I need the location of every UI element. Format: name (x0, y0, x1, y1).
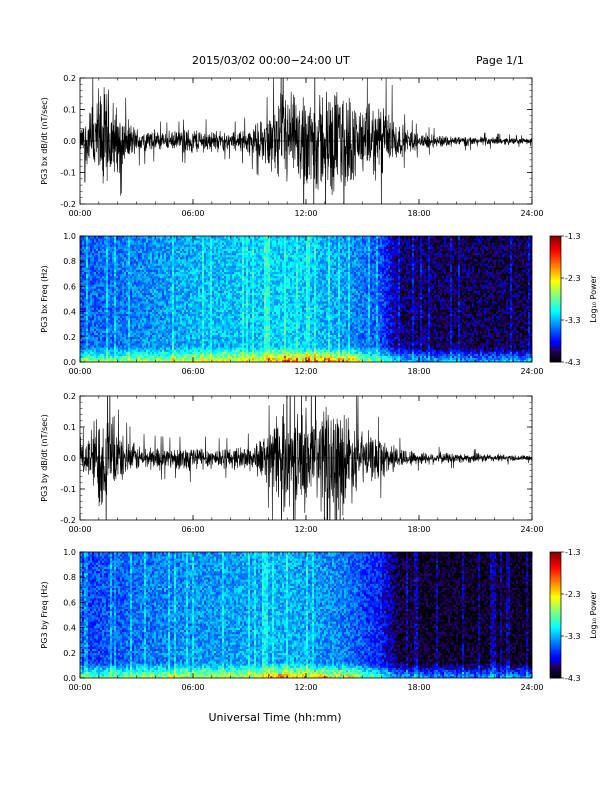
y-tick-label: 0.6 (63, 598, 76, 607)
x-tick-label: 00:00 (68, 683, 91, 692)
colorbar-label: Log₁₀ Power (589, 591, 598, 639)
x-tick-label: 12:00 (294, 367, 317, 376)
spectrogram-cells (80, 552, 532, 678)
y-tick-label: 1.0 (63, 232, 76, 241)
x-tick-label: 18:00 (407, 209, 430, 218)
panel-2 (79, 235, 533, 363)
x-tick-label: 00:00 (68, 209, 91, 218)
y-axis-label: PG3 bx dB/dt (nT/sec) (40, 97, 49, 184)
panel-1 (79, 77, 533, 205)
x-tick-label: 06:00 (181, 525, 204, 534)
y-tick-label: 0.6 (63, 282, 76, 291)
y-tick-label: 0.1 (63, 423, 76, 432)
y-axis-label: PG3 by Freq (Hz) (40, 581, 49, 648)
y-axis-label: PG3 by dB/dt (nT/sec) (40, 414, 49, 501)
y-tick-label: 0.2 (63, 649, 76, 658)
colorbar-tick-label: -3.3 (565, 316, 581, 325)
x-tick-label: 24:00 (520, 209, 543, 218)
series-line (80, 396, 532, 520)
y-tick-label: -0.2 (60, 200, 76, 209)
x-tick-label: 12:00 (294, 525, 317, 534)
x-tick-label: 06:00 (181, 683, 204, 692)
y-tick-label: -0.1 (60, 169, 76, 178)
x-tick-label: 24:00 (520, 683, 543, 692)
y-tick-label: 0.0 (63, 358, 76, 367)
x-tick-label: 12:00 (294, 209, 317, 218)
y-tick-label: 0.8 (63, 573, 76, 582)
y-tick-label: 0.1 (63, 106, 76, 115)
y-tick-label: 0.2 (63, 74, 76, 83)
spectrogram-cells (80, 236, 532, 362)
colorbar-4 (549, 551, 564, 679)
colorbar-tick-label: -4.3 (565, 358, 581, 367)
panel-4 (79, 551, 533, 679)
y-tick-label: 0.2 (63, 392, 76, 401)
y-tick-label: 0.4 (63, 624, 76, 633)
x-tick-label: 18:00 (407, 683, 430, 692)
x-axis-label: Universal Time (hh:mm) (209, 711, 342, 724)
colorbar-tick-label: -4.3 (565, 674, 581, 683)
y-axis-label: PG3 bx Freq (Hz) (40, 265, 49, 332)
y-tick-label: 0.0 (63, 137, 76, 146)
series-line (80, 78, 532, 204)
colorbar-tick-label: -1.3 (565, 548, 581, 557)
colorbar-tick-label: -2.3 (565, 590, 581, 599)
x-tick-label: 18:00 (407, 525, 430, 534)
y-tick-label: -0.2 (60, 516, 76, 525)
colorbar-tick-label: -3.3 (565, 632, 581, 641)
x-tick-label: 00:00 (68, 525, 91, 534)
panel-3 (79, 395, 533, 521)
x-tick-label: 06:00 (181, 367, 204, 376)
colorbar-tick-label: -1.3 (565, 232, 581, 241)
y-tick-label: 0.4 (63, 308, 76, 317)
y-tick-label: 0.0 (63, 454, 76, 463)
page-indicator: Page 1/1 (476, 54, 524, 67)
colorbar-label: Log₁₀ Power (589, 275, 598, 323)
y-tick-label: 0.8 (63, 257, 76, 266)
x-tick-label: 12:00 (294, 683, 317, 692)
x-tick-label: 06:00 (181, 209, 204, 218)
plot-title: 2015/03/02 00:00−24:00 UT (192, 54, 350, 67)
colorbar-tick-label: -2.3 (565, 274, 581, 283)
x-tick-label: 00:00 (68, 367, 91, 376)
y-tick-label: 1.0 (63, 548, 76, 557)
y-tick-label: -0.1 (60, 485, 76, 494)
x-tick-label: 24:00 (520, 367, 543, 376)
y-tick-label: 0.2 (63, 333, 76, 342)
x-tick-label: 24:00 (520, 525, 543, 534)
y-tick-label: 0.0 (63, 674, 76, 683)
colorbar-2 (549, 235, 564, 363)
x-tick-label: 18:00 (407, 367, 430, 376)
